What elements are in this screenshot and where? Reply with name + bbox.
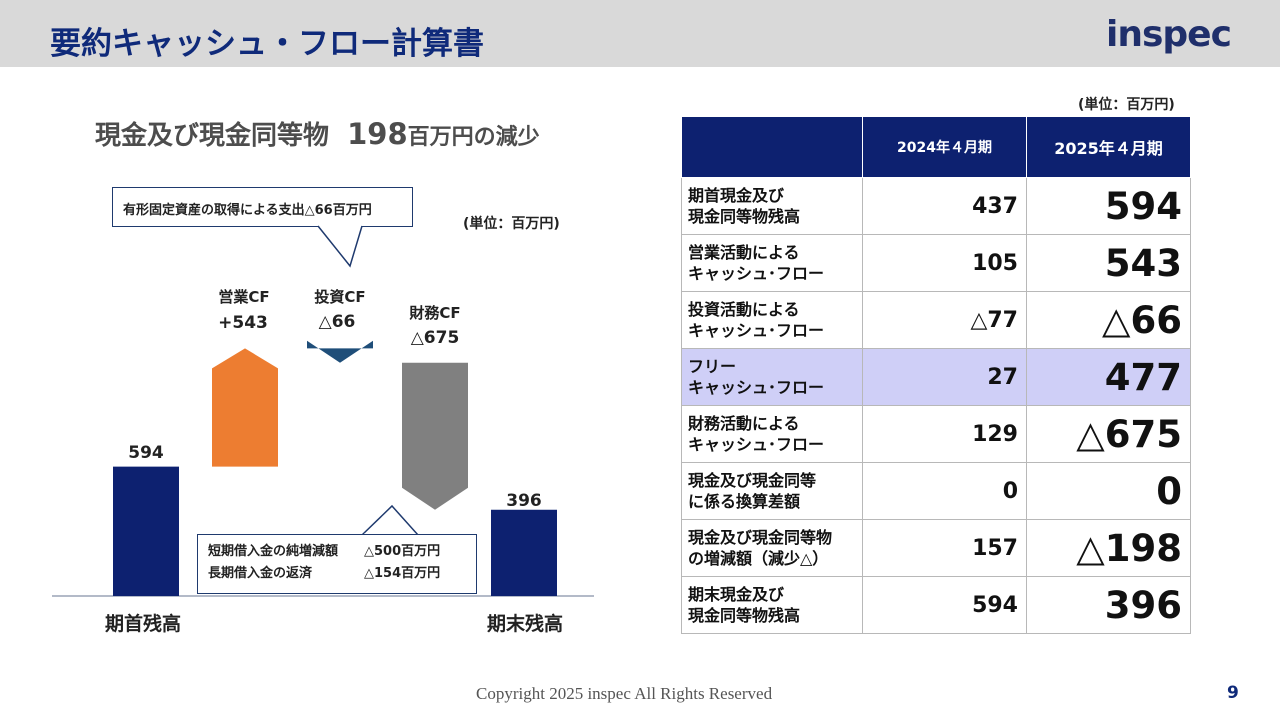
x-label-opening: 期首残高 — [104, 613, 182, 635]
bar-closing — [491, 509, 557, 596]
x-label-closing: 期末残高 — [486, 613, 564, 635]
table-unit-label: (単位：百万円) — [1078, 97, 1175, 113]
table-header-row: 2024年４月期 2025年４月期 — [681, 116, 1191, 178]
callout-bottom-pointer — [361, 504, 419, 536]
bar-opening — [113, 466, 179, 596]
headline-suffix: 百万円の減少 — [407, 125, 540, 150]
value-2025: 0 — [1026, 462, 1191, 520]
header-bar — [0, 0, 1280, 67]
row-label-line2: 現金同等物残高 — [688, 606, 801, 625]
row-label: 投資活動によるキャッシュ･フロー — [681, 291, 863, 349]
company-logo: inspec — [1106, 14, 1232, 55]
value-2024: 437 — [862, 177, 1027, 235]
row-label-line1: 期首現金及び — [688, 186, 785, 205]
row-label: フリーキャッシュ･フロー — [681, 348, 863, 406]
table-row: 現金及び現金同等物 の増減額（減少△） 157 △198 — [681, 519, 1191, 577]
row-label: 期末現金及び 現金同等物残高 — [681, 576, 863, 634]
header-2024: 2024年４月期 — [862, 116, 1027, 178]
chart-label-investing-cf: 投資CF — [314, 288, 366, 306]
page-title: 要約キャッシュ・フロー計算書 — [50, 26, 484, 62]
value-2025: △198 — [1026, 519, 1191, 577]
table-row: 営業活動によるキャッシュ･フロー 105 543 — [681, 234, 1191, 292]
value-2025: 477 — [1026, 348, 1191, 406]
row-label-line1: 営業活動による — [688, 243, 800, 262]
value-2024: △77 — [862, 291, 1027, 349]
row-label-line2: に係る換算差額 — [688, 492, 801, 511]
row-label-line1: 財務活動による — [688, 414, 800, 433]
row-label: 現金及び現金同等 に係る換算差額 — [681, 462, 863, 520]
table-row: 財務活動によるキャッシュ･フロー 129 △675 — [681, 405, 1191, 463]
waterfall-chart — [52, 224, 594, 597]
chart-value-opening: 594 — [128, 443, 164, 463]
chart-value-financing: △675 — [410, 328, 460, 348]
bar-operating-cf — [212, 348, 278, 467]
row-label-line1: 現金及び現金同等 — [688, 471, 817, 490]
row-label: 期首現金及び 現金同等物残高 — [681, 177, 863, 235]
row-label-line2: キャッシュ･フロー — [688, 321, 825, 340]
bar-investing-cf — [307, 340, 373, 363]
chart-unit-label: (単位：百万円) — [463, 216, 560, 232]
row-label-line1: フリー — [688, 357, 737, 376]
chart-value-investing: △66 — [318, 312, 356, 332]
value-2024: 157 — [862, 519, 1027, 577]
cashflow-table: 2024年４月期 2025年４月期 期首現金及び 現金同等物残高 437 594 … — [681, 116, 1191, 634]
row-label-line2: キャッシュ･フロー — [688, 378, 825, 397]
value-2025: 396 — [1026, 576, 1191, 634]
row-label: 財務活動によるキャッシュ･フロー — [681, 405, 863, 463]
row-label-line2: キャッシュ･フロー — [688, 264, 825, 283]
value-2025: △675 — [1026, 405, 1191, 463]
investing-cf-callout: 有形固定資産の取得による支出△66百万円 — [112, 187, 413, 227]
financing-cf-callout: 短期借入金の純増減額 △500百万円 長期借入金の返済 △154百万円 — [197, 534, 477, 594]
table-row: 期末現金及び 現金同等物残高 594 396 — [681, 576, 1191, 634]
value-2024: 27 — [862, 348, 1027, 406]
table-row: 投資活動によるキャッシュ･フロー △77 △66 — [681, 291, 1191, 349]
row-label-line2: の増減額（減少△） — [688, 549, 829, 568]
value-2024: 594 — [862, 576, 1027, 634]
chart-label-operating-cf: 営業CF — [218, 288, 270, 306]
chart-value-operating: +543 — [218, 313, 268, 333]
copyright-text: Copyright 2025 inspec All Rights Reserve… — [476, 684, 773, 703]
row-label-line2: 現金同等物残高 — [688, 207, 801, 226]
callout-line-long-term: 長期借入金の返済 △154百万円 — [208, 563, 476, 585]
chart-value-closing: 396 — [506, 491, 542, 511]
value-2025: 543 — [1026, 234, 1191, 292]
callout-line-short-term: 短期借入金の純増減額 △500百万円 — [208, 541, 476, 563]
headline-text: 現金及び現金同等物 — [95, 121, 330, 151]
chart-headline: 現金及び現金同等物 198百万円の減少 — [95, 115, 540, 152]
table-row: 現金及び現金同等 に係る換算差額 0 0 — [681, 462, 1191, 520]
value-2024: 0 — [862, 462, 1027, 520]
callout-line1-label: 短期借入金の純増減額 — [208, 544, 339, 559]
callout-line2-value: △154百万円 — [364, 566, 441, 581]
value-2025: 594 — [1026, 177, 1191, 235]
bar-financing-cf — [402, 362, 468, 510]
table-row-highlight: フリーキャッシュ･フロー 27 477 — [681, 348, 1191, 406]
value-2024: 105 — [862, 234, 1027, 292]
row-label-line2: キャッシュ･フロー — [688, 435, 825, 454]
callout-line2-label: 長期借入金の返済 — [208, 566, 313, 581]
page-number: 9 — [1227, 683, 1239, 703]
row-label-line1: 期末現金及び — [688, 585, 785, 604]
value-2025: △66 — [1026, 291, 1191, 349]
table-row: 期首現金及び 現金同等物残高 437 594 — [681, 177, 1191, 235]
header-2025: 2025年４月期 — [1026, 116, 1191, 178]
headline-number: 198 — [347, 117, 408, 151]
chart-label-financing-cf: 財務CF — [409, 304, 461, 322]
callout-top-pointer — [317, 225, 363, 268]
callout-line1-value: △500百万円 — [364, 544, 441, 559]
row-label: 営業活動によるキャッシュ･フロー — [681, 234, 863, 292]
row-label: 現金及び現金同等物 の増減額（減少△） — [681, 519, 863, 577]
header-blank — [681, 116, 863, 178]
row-label-line1: 投資活動による — [688, 300, 800, 319]
row-label-line1: 現金及び現金同等物 — [688, 528, 833, 547]
value-2024: 129 — [862, 405, 1027, 463]
